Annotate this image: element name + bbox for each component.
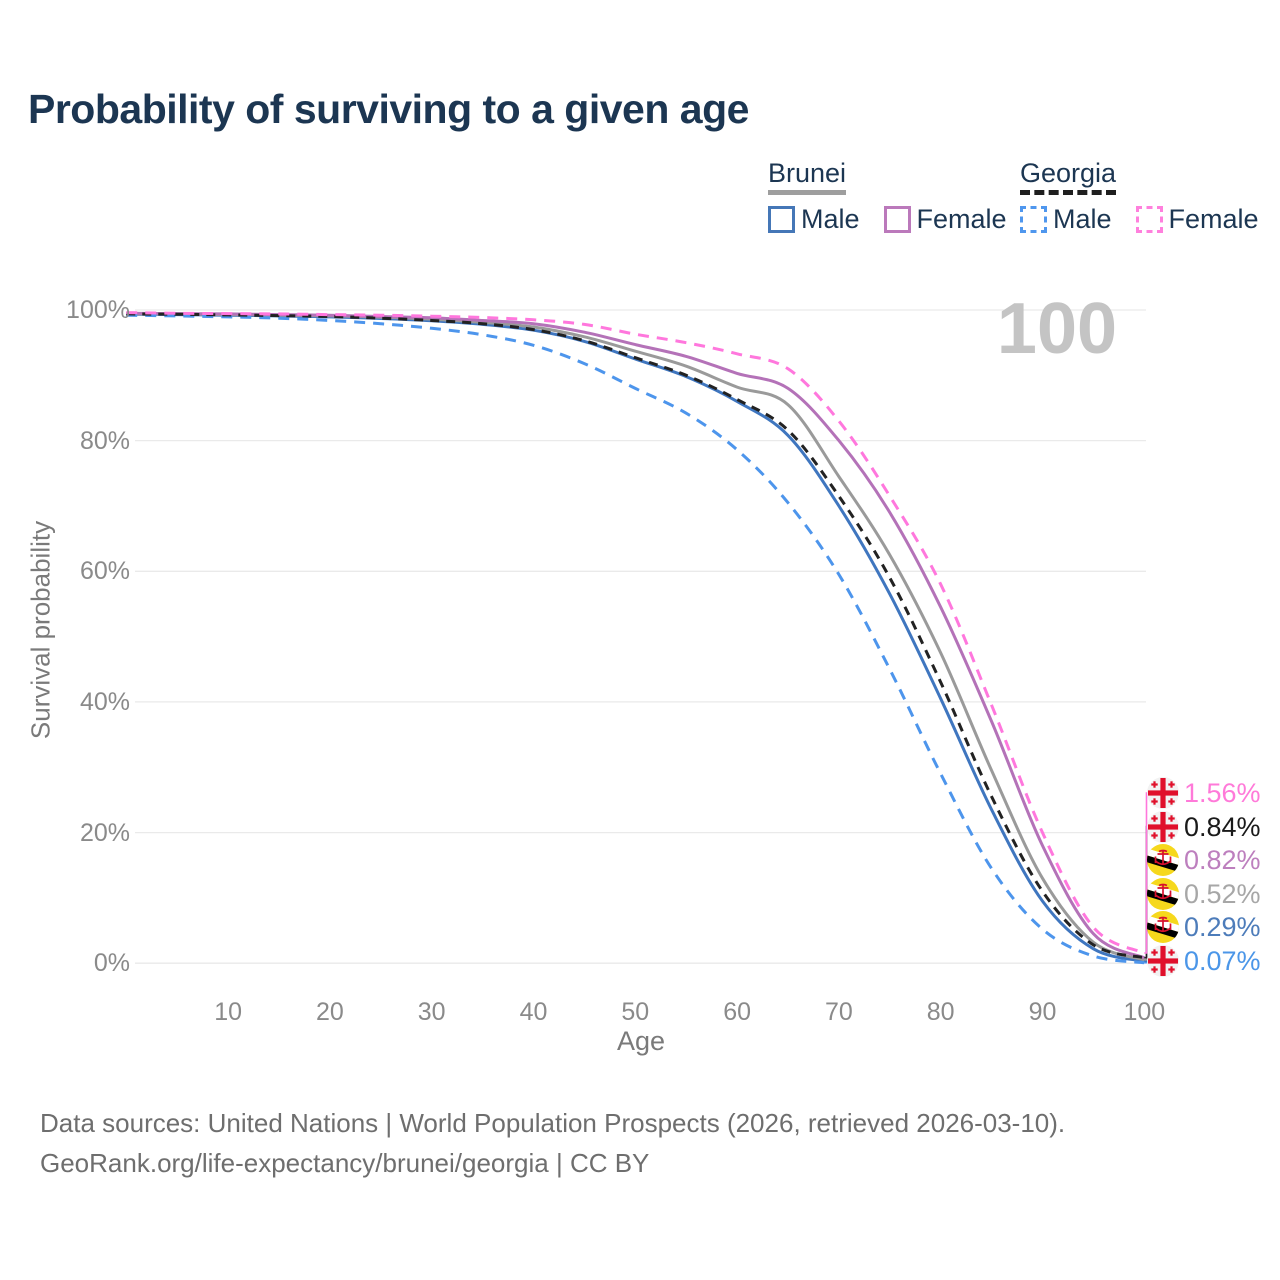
- age-watermark: 100: [996, 289, 1118, 369]
- legend-group-georgia: Georgia Male Female: [1020, 158, 1259, 235]
- x-axis-title: Age: [616, 1026, 666, 1056]
- y-tick-label-80%: 80%: [79, 426, 130, 455]
- x-tick-label-100: 100: [1123, 998, 1166, 1026]
- x-tick-label-70: 70: [824, 998, 853, 1026]
- y-tick-label-20%: 20%: [79, 818, 130, 847]
- legend-swatch-brunei-female: [883, 206, 911, 233]
- legend-label-georgia-male: Male: [1053, 204, 1112, 234]
- footer-attribution: GeoRank.org/life-expectancy/brunei/georg…: [40, 1148, 650, 1178]
- flag-icon-georgia: [1147, 945, 1179, 977]
- end-value-brunei-female: 0.82%: [1184, 845, 1261, 876]
- x-tick-label-10: 10: [214, 998, 242, 1026]
- y-tick-label-40%: 40%: [79, 687, 130, 716]
- end-value-brunei-total: 0.52%: [1184, 878, 1261, 909]
- legend-item-georgia-male[interactable]: Male: [1020, 204, 1112, 235]
- curve-brunei-total[interactable]: [126, 312, 1145, 962]
- legend-group-brunei: Brunei Male Female: [768, 158, 1007, 235]
- end-value-brunei-male: 0.29%: [1184, 912, 1261, 943]
- x-tick-label-90: 90: [1028, 998, 1057, 1026]
- y-tick-label-60%: 60%: [79, 557, 130, 586]
- curve-georgia-female[interactable]: [126, 311, 1145, 955]
- legend-header-georgia[interactable]: Georgia: [1020, 158, 1117, 195]
- curve-brunei-female[interactable]: [126, 311, 1145, 960]
- flag-icon-brunei: [1147, 878, 1179, 910]
- flag-icon-brunei: [1147, 911, 1179, 943]
- legend-row-georgia: Male Female: [1020, 204, 1259, 235]
- x-tick-label-40: 40: [519, 998, 548, 1026]
- x-tick-label-50: 50: [621, 998, 650, 1026]
- legend-label-georgia-female: Female: [1168, 204, 1259, 234]
- end-value-georgia-female: 1.56%: [1184, 778, 1261, 808]
- legend-label-brunei-female: Female: [916, 204, 1007, 234]
- flag-icon-georgia: [1147, 777, 1179, 809]
- end-value-georgia-total: 0.84%: [1184, 811, 1261, 842]
- x-tick-label-30: 30: [417, 998, 446, 1026]
- flag-icon-brunei: [1147, 844, 1179, 876]
- end-value-georgia-male: 0.07%: [1184, 946, 1261, 976]
- legend-item-brunei-female[interactable]: Female: [883, 204, 1007, 235]
- x-tick-label-60: 60: [723, 998, 751, 1026]
- legend-header-brunei[interactable]: Brunei: [768, 158, 847, 195]
- curve-georgia-total[interactable]: [126, 312, 1145, 960]
- y-tick-label-0%: 0%: [93, 949, 130, 978]
- x-tick-label-20: 20: [315, 998, 344, 1026]
- y-tick-label-100%: 100%: [66, 296, 130, 324]
- legend-swatch-georgia-female: [1135, 206, 1163, 233]
- page-title: Probability of surviving to a given age: [28, 86, 749, 132]
- curve-brunei-male[interactable]: [126, 312, 1145, 963]
- legend-swatch-georgia-male: [1020, 206, 1047, 233]
- legend-row-brunei: Male Female: [768, 204, 1007, 235]
- legend-label-brunei-male: Male: [801, 204, 860, 234]
- curve-georgia-male[interactable]: [126, 313, 1145, 965]
- legend-item-georgia-female[interactable]: Female: [1135, 204, 1259, 235]
- legend-swatch-brunei-male: [768, 206, 795, 233]
- flag-icon-georgia: [1147, 810, 1179, 843]
- x-tick-label-80: 80: [926, 998, 955, 1026]
- legend-item-brunei-male[interactable]: Male: [768, 204, 860, 235]
- footer-data-sources: Data sources: United Nations | World Pop…: [40, 1108, 1066, 1138]
